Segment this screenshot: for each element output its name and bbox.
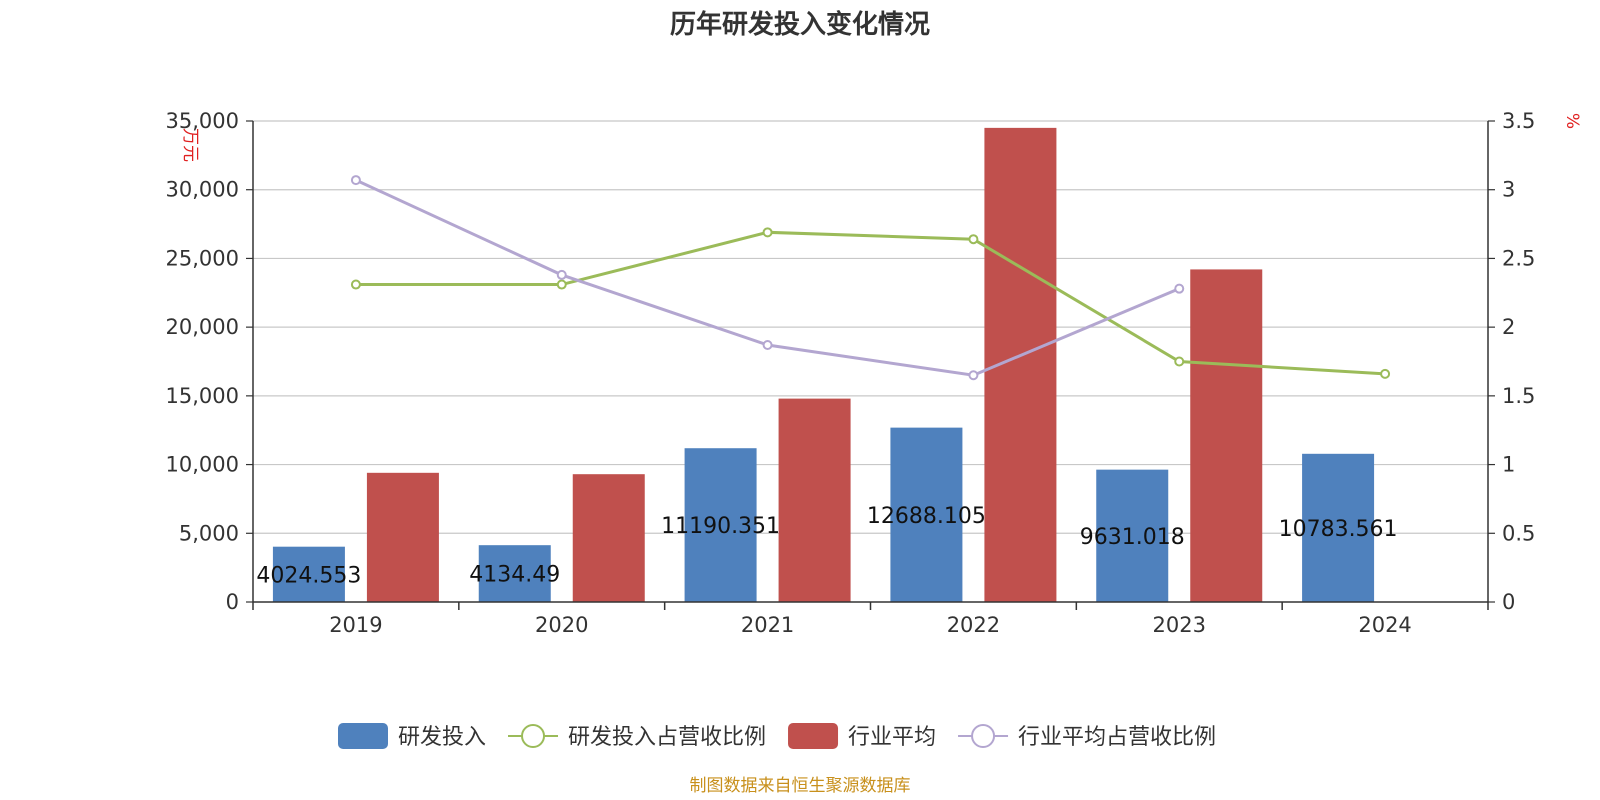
left-tick-label: 0 bbox=[226, 590, 239, 614]
x-tick-label: 2019 bbox=[329, 613, 382, 637]
point-industry-ratio bbox=[350, 175, 361, 186]
right-tick-label: 0 bbox=[1502, 590, 1515, 614]
point-rd-ratio bbox=[1380, 368, 1391, 379]
bar-2019-industry bbox=[366, 472, 439, 602]
point-rd-ratio bbox=[556, 279, 567, 290]
bar-2021-industry bbox=[778, 398, 851, 602]
legend-label: 研发投入占营收比例 bbox=[568, 725, 766, 750]
point-rd-ratio bbox=[350, 279, 361, 290]
x-tick-label: 2023 bbox=[1153, 613, 1206, 637]
right-tick-label: 2.5 bbox=[1502, 246, 1535, 270]
legend-item: 研发投入占营收比例 bbox=[508, 724, 766, 750]
right-axis-unit: % bbox=[1562, 113, 1582, 129]
legend-item: 研发投入 bbox=[338, 723, 486, 750]
point-rd-ratio bbox=[762, 227, 773, 238]
right-tick-label: 2 bbox=[1502, 315, 1515, 339]
data-label: 10783.561 bbox=[1279, 517, 1398, 542]
source-note: 制图数据来自恒生聚源数据库 bbox=[690, 776, 911, 796]
legend-label: 研发投入 bbox=[398, 725, 486, 750]
right-tick-label: 1.5 bbox=[1502, 384, 1535, 408]
bar-2022-rd bbox=[890, 427, 963, 602]
right-tick-label: 3.5 bbox=[1502, 109, 1535, 133]
data-labels: 4024.553 4134.49 11190.351 12688.105 9631.01… bbox=[256, 504, 1397, 589]
left-tick-label: 30,000 bbox=[166, 178, 239, 202]
axes: 0 0 5,000 0.5 10,000 1 15,000 1.5 20,000 2 25,000 2… bbox=[166, 109, 1536, 637]
legend-item: 行业平均占营收比例 bbox=[958, 724, 1216, 750]
left-tick-label: 25,000 bbox=[166, 246, 239, 270]
x-tick-label: 2022 bbox=[947, 613, 1000, 637]
point-industry-ratio bbox=[762, 340, 773, 351]
left-tick-label: 35,000 bbox=[166, 109, 239, 133]
left-tick-label: 5,000 bbox=[179, 521, 239, 545]
point-industry-ratio bbox=[968, 370, 979, 381]
gridlines bbox=[253, 120, 1488, 534]
x-tick-label: 2024 bbox=[1358, 613, 1411, 637]
legend-marker bbox=[521, 724, 546, 748]
legend-swatch bbox=[788, 723, 839, 749]
legend-item: 行业平均 bbox=[788, 723, 936, 750]
chart-title: 历年研发投入变化情况 bbox=[670, 9, 930, 40]
bar-2024-rd bbox=[1302, 453, 1375, 602]
point-industry-ratio bbox=[556, 269, 567, 280]
left-axis-unit: 万元 bbox=[180, 128, 200, 162]
lines bbox=[350, 175, 1391, 381]
left-tick-label: 15,000 bbox=[166, 384, 239, 408]
point-rd-ratio bbox=[968, 234, 979, 245]
data-label: 11190.351 bbox=[661, 514, 780, 539]
x-tick-label: 2021 bbox=[741, 613, 794, 637]
left-tick-label: 20,000 bbox=[166, 315, 239, 339]
x-tick-label: 2020 bbox=[535, 613, 588, 637]
bar-2020-industry bbox=[572, 474, 645, 602]
right-tick-label: 0.5 bbox=[1502, 521, 1535, 545]
legend-label: 行业平均 bbox=[848, 725, 936, 750]
legend-label: 行业平均占营收比例 bbox=[1018, 725, 1216, 750]
line-rd-ratio bbox=[355, 230, 1386, 376]
bar-2019-rd bbox=[272, 546, 345, 602]
bars bbox=[272, 127, 1375, 602]
legend: 研发投入 研发投入占营收比例 行业平均 行业平均占营收比例 bbox=[338, 723, 1216, 750]
point-rd-ratio bbox=[1174, 356, 1185, 367]
right-tick-label: 1 bbox=[1502, 453, 1515, 477]
point-industry-ratio bbox=[1174, 283, 1185, 294]
bar-2023-industry bbox=[1190, 269, 1263, 602]
bar-2020-rd bbox=[478, 545, 551, 602]
legend-marker bbox=[971, 724, 996, 748]
data-label: 12688.105 bbox=[867, 504, 986, 529]
data-label: 4134.49 bbox=[469, 563, 560, 588]
bar-2023-rd bbox=[1096, 469, 1169, 602]
legend-swatch bbox=[338, 723, 388, 749]
left-tick-label: 10,000 bbox=[166, 453, 239, 477]
bar-2021-rd bbox=[684, 448, 757, 602]
data-label: 9631.018 bbox=[1080, 525, 1185, 550]
right-tick-label: 3 bbox=[1502, 178, 1515, 202]
data-label: 4024.553 bbox=[256, 563, 361, 588]
